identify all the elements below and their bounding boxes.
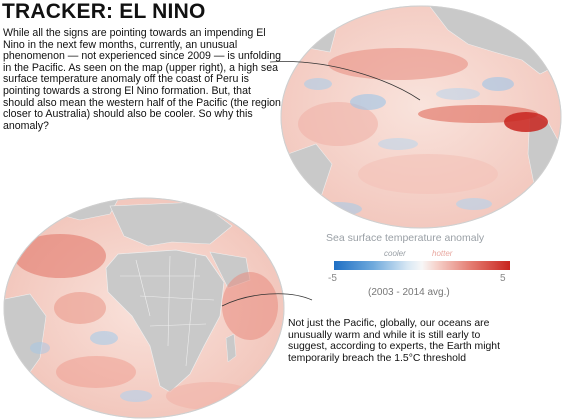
atlantic-africa-globe-map (3, 197, 285, 419)
pacific-globe-map (280, 5, 562, 229)
legend-title: Sea surface temperature anomaly (326, 232, 485, 244)
legend-min-value: -5 (328, 273, 337, 284)
outro-paragraph: Not just the Pacific, globally, our ocea… (288, 318, 500, 364)
temperature-legend: Sea surface temperature anomaly cooler h… (324, 230, 540, 300)
legend-cooler-label: cooler (384, 249, 406, 258)
legend-color-scale (334, 261, 510, 270)
legend-max-value: 5 (500, 273, 506, 284)
intro-paragraph: While all the signs are pointing towards… (3, 27, 281, 132)
page-title: TRACKER: EL NINO (2, 0, 206, 23)
legend-baseline-period: (2003 - 2014 avg.) (368, 287, 450, 298)
callout-line-global (221, 293, 313, 307)
legend-hotter-label: hotter (432, 249, 453, 258)
callout-line-pacific (269, 61, 421, 101)
